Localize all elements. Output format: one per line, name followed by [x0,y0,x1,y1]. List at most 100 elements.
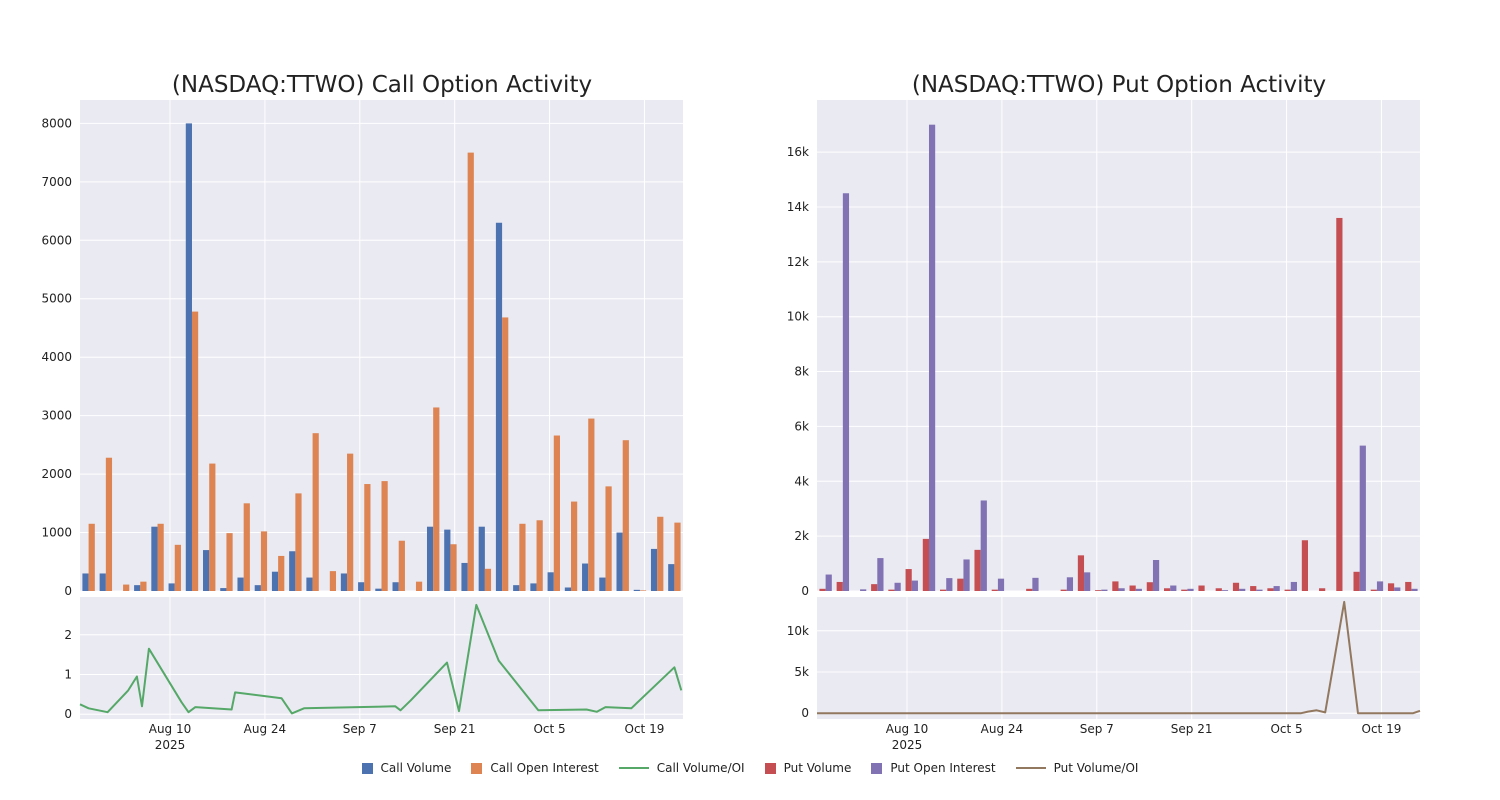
call-bar-ytick-label: 5000 [41,292,72,306]
put-ratio-ytick-label: 5k [794,665,809,679]
call-bar-ytick-label: 4000 [41,350,72,364]
call-open-interest-bar [260,531,268,591]
put-volume-bar [1405,581,1412,591]
put-volume-bar [1026,588,1033,591]
put-volume-bar [1129,585,1136,591]
put-volume-bar [991,589,998,591]
call-volume-bar [444,529,451,591]
call-open-interest-bar [381,481,388,591]
call-open-interest-bar [484,568,492,591]
put-volume-bar [1060,589,1067,591]
call-volume-oi-line [79,603,683,715]
call-open-interest-bar [105,457,113,591]
legend-label-put-volume-oi: Put Volume/OI [1053,761,1139,775]
put-open-interest-bar [1273,586,1280,591]
legend-item-call-volume: Call Volume [361,761,452,775]
call-volume-bar [237,577,244,591]
put-open-interest-bar [963,559,970,591]
put-open-interest-bar [946,578,953,591]
call-volume-bar [271,571,279,591]
legend-swatch-put-open-interest [871,762,883,774]
call-volume-bar [340,573,348,591]
legend-swatch-call-open-interest [471,762,483,774]
put-open-interest-bar [894,582,901,591]
put-open-interest-bar [1066,577,1074,591]
legend: Call Volume Call Open Interest Call Volu… [0,758,1500,778]
put-volume-bar [1370,589,1377,591]
call-volume-bar [358,582,365,591]
legend-label-call-volume: Call Volume [380,761,452,775]
call-open-interest-bar [674,522,681,591]
put-bar-ytick-label: 16k [787,145,809,159]
legend-swatch-put-volume [764,762,776,774]
call-open-interest-bar [571,501,578,591]
put-open-interest-bar [1187,588,1194,591]
put-open-interest-bar [997,578,1005,591]
call-open-interest-bar [398,540,405,591]
legend-swatch-put-volume-oi [1015,767,1046,769]
call-volume-bar [220,588,227,591]
put-open-interest-bar [842,193,850,591]
call-bar-ytick-label: 7000 [41,175,72,189]
legend-item-put-volume: Put Volume [764,761,851,775]
call-open-interest-bar [553,435,560,591]
put-ratio-plot-area [817,597,1420,719]
put-open-interest-bar [911,580,918,591]
call-xtick-label: Oct 19 [625,722,665,736]
put-ratio-ytick-label: 10k [787,624,809,638]
put-open-interest-bar [1376,581,1384,591]
call-open-interest-bar [433,407,440,591]
put-volume-bar [974,549,981,591]
call-open-interest-bar [295,493,302,591]
call-volume-bar [426,526,434,591]
put-open-interest-bar [877,558,884,591]
put-bar-ytick-label: 4k [794,474,809,488]
call-xtick-sublabel: 2025 [155,738,186,752]
put-open-interest-bar [1032,577,1039,591]
call-open-interest-bar [226,533,233,591]
put-xtick-sublabel: 2025 [892,738,923,752]
put-volume-bar [1267,588,1274,591]
legend-label-call-open-interest: Call Open Interest [490,761,599,775]
put-volume-bar [1146,582,1153,591]
legend-item-put-volume-oi: Put Volume/OI [1015,761,1139,775]
put-bar-plot-area [817,100,1420,591]
put-open-interest-bar [1239,588,1246,591]
call-open-interest-bar [347,453,354,591]
call-volume-bar [478,526,485,591]
call-bar-ytick-label: 3000 [41,409,72,423]
put-volume-bar [1250,586,1257,591]
put-volume-oi-line [817,600,1421,715]
call-volume-bar [668,564,675,591]
put-volume-bar [1163,588,1171,591]
put-bar-ytick-label: 0 [801,584,809,598]
call-bar-ytick-label: 2000 [41,467,72,481]
call-volume-bar [530,583,537,591]
put-volume-bar [1353,571,1360,591]
call-open-interest-bar [88,523,95,591]
call-open-interest-bar [502,317,509,591]
call-volume-bar [99,573,106,591]
put-volume-bar [1232,582,1240,591]
call-open-interest-bar [174,544,181,591]
put-volume-bar [1181,589,1188,591]
put-bar-ytick-label: 2k [794,529,809,543]
put-ratio-ytick-label: 0 [801,706,809,720]
put-open-interest-bar [1221,590,1229,591]
put-bar-ytick-label: 10k [787,310,809,324]
call-open-interest-bar [639,590,647,591]
call-open-interest-bar [140,581,147,591]
call-volume-bar [513,585,520,591]
call-volume-bar [616,532,623,591]
call-open-interest-bar [312,433,319,591]
call-bar-ytick-label: 0 [64,584,72,598]
call-open-interest-bar [157,523,164,591]
put-bar-ytick-label: 6k [794,419,809,433]
put-volume-bar [836,581,843,591]
put-volume-bar [1284,589,1291,591]
call-xtick-label: Aug 24 [244,722,287,736]
call-volume-bar [151,526,158,591]
call-open-interest-bar [209,463,216,591]
call-open-interest-bar [622,440,629,591]
call-volume-bar [599,577,606,591]
